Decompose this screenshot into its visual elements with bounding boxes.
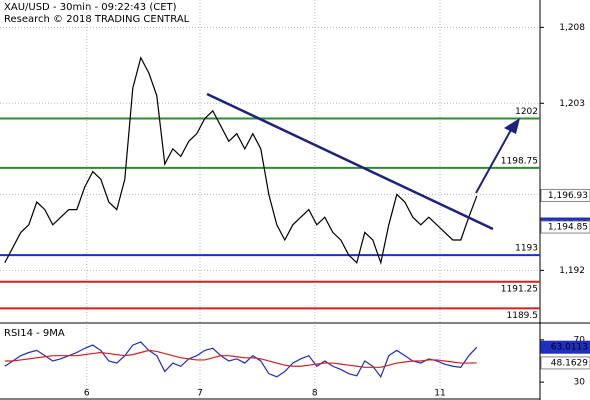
price-line	[4, 349, 477, 368]
chart-title: XAU/USD - 30min - 09:22:43 (CET)	[4, 2, 177, 13]
price-line	[4, 56, 478, 265]
x-tick-label: 6	[84, 389, 90, 399]
level-label: 1198.75	[501, 156, 538, 166]
price-marker	[540, 220, 590, 234]
y-tick-label: 1,192	[559, 266, 585, 276]
x-tick-label: 7	[197, 389, 203, 399]
level-label: 1193	[515, 244, 538, 254]
y-tick-label: 30	[574, 378, 586, 388]
price-marker	[540, 340, 590, 354]
x-tick-label: 11	[434, 389, 445, 399]
price-marker-label: 1,194.85	[548, 223, 588, 233]
price-marker-label: 1,196.93	[548, 191, 588, 201]
y-tick-label: 1,208	[559, 23, 585, 33]
chart-subtitle: Research © 2018 TRADING CENTRAL	[4, 14, 190, 25]
y-tick-label: 70	[574, 335, 586, 345]
rsi-title: RSI14 - 9MA	[4, 328, 65, 339]
price-marker	[540, 188, 590, 202]
price-marker-label: 63.0113	[551, 343, 588, 353]
price-marker	[540, 356, 590, 370]
price-line	[4, 341, 478, 379]
price-marker-label: 48.1629	[551, 358, 588, 368]
level-label: 1191.25	[501, 284, 538, 294]
level-label: 1189.5	[507, 311, 539, 321]
forecast-arrow	[475, 127, 513, 194]
x-tick-label: 8	[312, 389, 318, 399]
trend-line	[206, 92, 494, 231]
level-label: 1202	[515, 107, 538, 117]
y-tick-label: 1,203	[559, 99, 585, 109]
arrow-head	[504, 118, 520, 134]
